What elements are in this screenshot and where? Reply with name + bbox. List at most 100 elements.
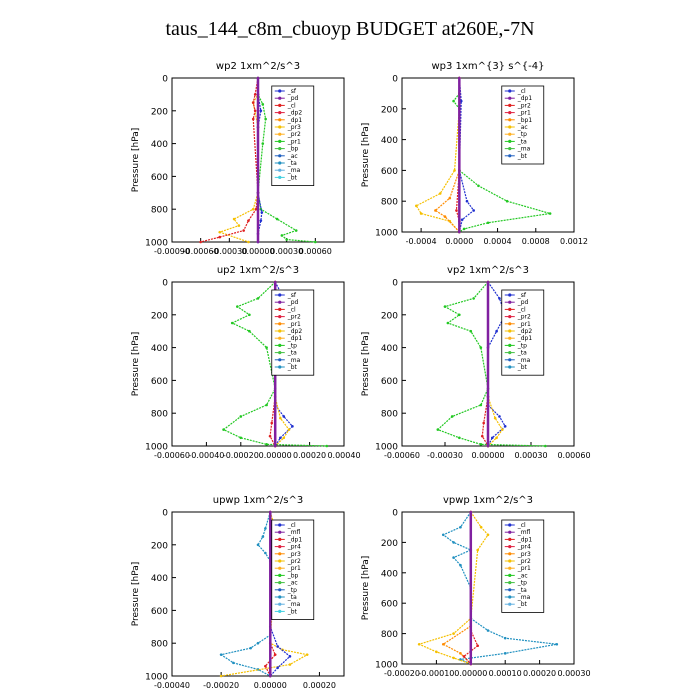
data-point	[417, 642, 421, 646]
legend-marker	[508, 573, 512, 578]
y-axis-label: Pressure [hPa]	[361, 123, 371, 188]
legend-marker	[508, 602, 512, 606]
x-tick-label: 0.00000	[254, 681, 287, 690]
legend-label: _mfl	[517, 529, 531, 536]
legend-marker	[278, 89, 282, 93]
data-point	[280, 234, 284, 237]
y-tick-label: 200	[381, 539, 398, 549]
legend-label: _pr2	[517, 102, 531, 109]
chart-panel-3: up2 1xm^2/s^3 Pressure [hPa] 0 200 400 600 800…	[131, 265, 361, 460]
data-point	[270, 421, 274, 425]
y-tick-label: 200	[381, 105, 398, 115]
data-point	[222, 428, 225, 431]
x-tick-label: -0.00010	[418, 669, 454, 678]
legend-marker	[278, 365, 282, 369]
y-tick-label: 400	[151, 344, 168, 354]
x-tick-label: -0.00030	[211, 247, 247, 256]
legend-label: _pr3	[287, 124, 301, 131]
y-tick-label: 1000	[375, 661, 398, 671]
series-line-pr2	[274, 282, 290, 447]
data-point	[443, 305, 447, 308]
legend-marker	[278, 573, 282, 578]
data-point	[253, 93, 257, 96]
data-point	[480, 434, 484, 438]
legend-marker	[278, 358, 282, 362]
legend-marker	[508, 358, 512, 362]
data-point	[459, 525, 462, 529]
data-point	[486, 444, 490, 448]
legend-marker	[278, 581, 282, 585]
legend-label: _pr2	[517, 314, 531, 321]
data-point	[459, 99, 463, 103]
legend-marker	[508, 322, 512, 326]
x-tick-label: 0.00020	[293, 451, 326, 460]
y-axis-label: Pressure [hPa]	[131, 128, 141, 193]
x-tick-label: 0.00020	[303, 681, 336, 690]
x-tick-label: 0.00060	[299, 247, 332, 256]
plot-frame	[401, 77, 575, 233]
y-axis-label: Pressure [hPa]	[361, 556, 371, 621]
legend-marker	[508, 118, 512, 122]
legend-marker	[278, 154, 282, 158]
x-tick-label: 0.00000	[454, 669, 487, 678]
x-tick-label: -0.00020	[384, 669, 420, 678]
data-point	[239, 415, 243, 418]
legend-label: _ta	[287, 350, 297, 357]
data-point	[305, 653, 309, 656]
data-point	[261, 102, 265, 106]
series-line-pr1	[415, 78, 460, 233]
legend-marker	[508, 300, 512, 304]
series-line-dp1	[200, 77, 259, 243]
data-point	[476, 548, 479, 552]
y-tick-label: 800	[381, 198, 398, 208]
data-point	[505, 199, 509, 203]
legend-marker	[278, 300, 282, 304]
legend-marker	[278, 537, 282, 542]
legend-label: _bt	[287, 608, 298, 615]
y-axis-label: Pressure [hPa]	[131, 332, 141, 397]
series-line-ta	[442, 511, 557, 665]
data-point	[469, 329, 473, 333]
data-point	[288, 663, 292, 666]
data-point	[486, 221, 490, 225]
data-point	[455, 209, 458, 212]
data-point	[264, 527, 267, 530]
data-point	[285, 238, 288, 241]
data-point	[287, 428, 291, 431]
x-tick-label: 0.00010	[489, 669, 522, 678]
y-tick-label: 1000	[145, 673, 168, 683]
legend-marker	[278, 523, 282, 527]
data-point	[458, 230, 461, 234]
legend-label: _pr1	[517, 110, 531, 117]
legend-marker	[508, 523, 512, 527]
y-tick-label: 400	[381, 136, 398, 146]
data-point	[248, 313, 251, 317]
legend-marker	[508, 293, 512, 297]
legend-marker	[508, 147, 512, 151]
legend-marker	[508, 351, 512, 355]
series-line-pr2	[487, 282, 504, 447]
legend-label: _dp1	[287, 117, 303, 124]
data-point	[291, 425, 294, 428]
plot-frame	[401, 511, 575, 665]
data-point	[256, 240, 260, 244]
data-point	[419, 212, 423, 215]
legend-marker	[278, 168, 282, 172]
data-point	[276, 645, 279, 648]
x-tick-label: 0.0012	[560, 237, 588, 246]
data-point	[268, 674, 272, 678]
chart-panel-2: wp3 1xm^{3} s^{-4} Pressure [hPa] 0 200 400 6…	[361, 61, 588, 246]
legend-marker	[508, 139, 512, 143]
x-tick-label: -0.00040	[188, 451, 224, 460]
y-axis-label: Pressure [hPa]	[131, 562, 141, 627]
legend-label: _ma	[287, 357, 301, 364]
data-point	[452, 656, 455, 660]
chart-panel-6: vpwp 1xm^2/s^3 Pressure [hPa] 0 200 400 600 80…	[361, 495, 591, 678]
legend-marker	[278, 132, 282, 136]
legend-label: _pr4	[517, 544, 531, 551]
y-tick-label: 1000	[145, 443, 168, 453]
data-point	[548, 212, 552, 215]
legend-marker	[278, 559, 282, 563]
legend-marker	[278, 566, 282, 570]
